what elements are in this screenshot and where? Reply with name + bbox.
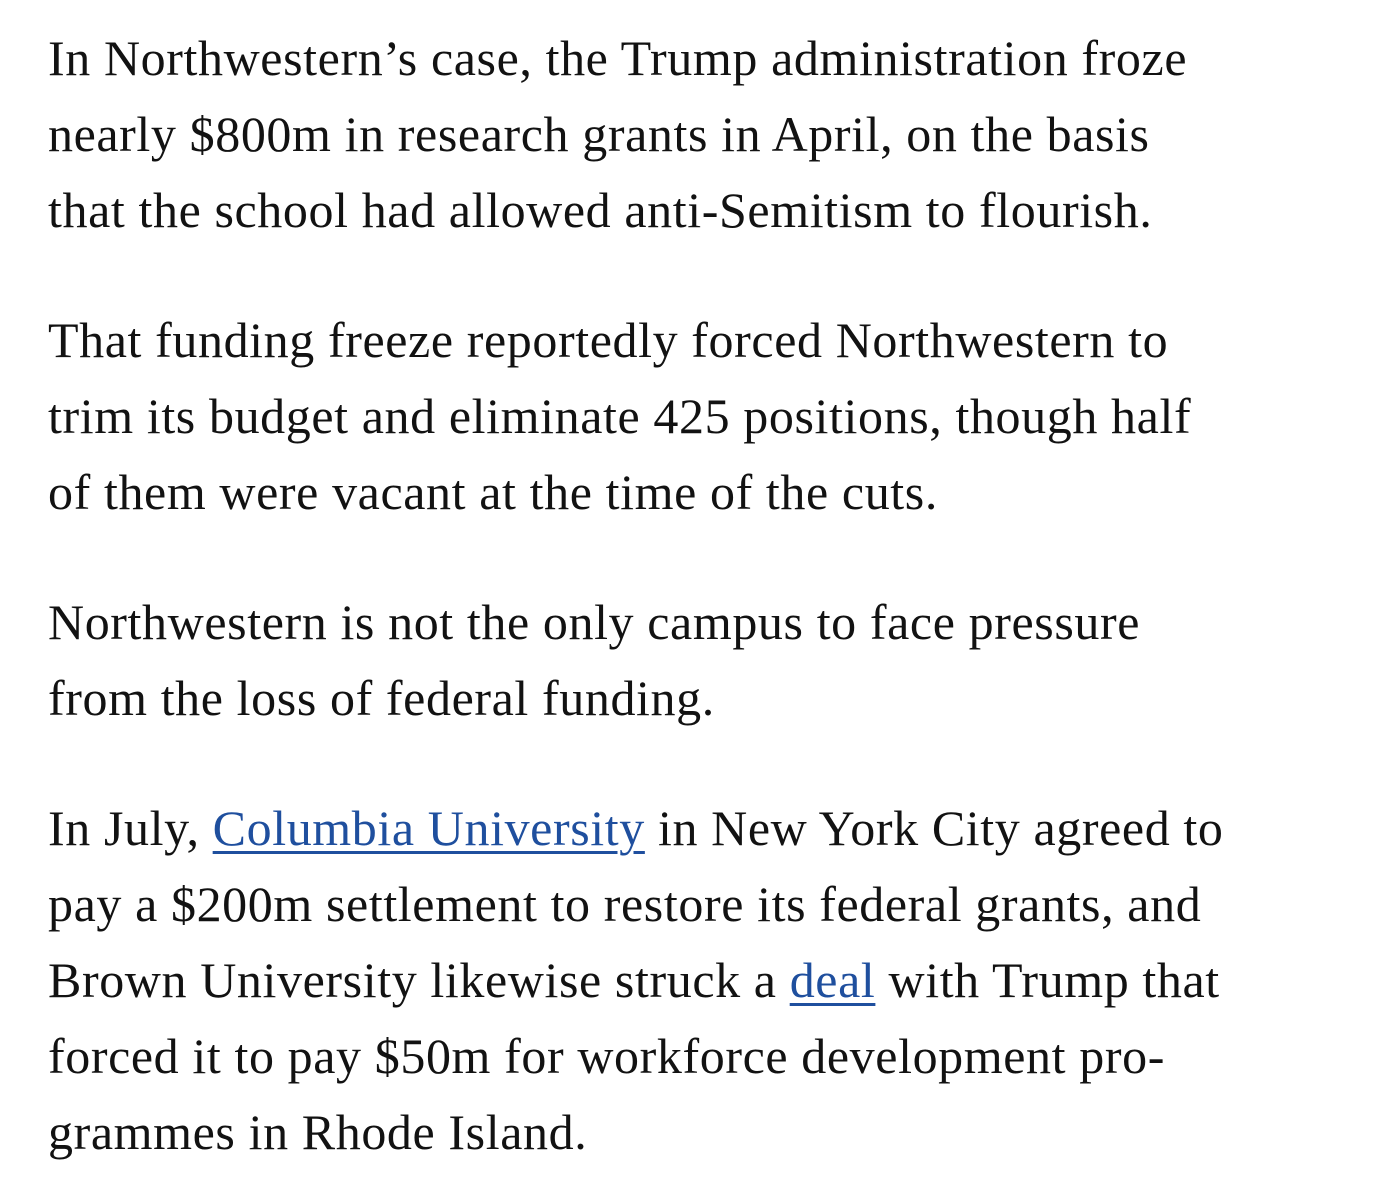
text-segment: with Trump that [875, 952, 1220, 1008]
text-line: Northwestern is not the only campus to f… [48, 594, 1141, 650]
columbia-university-link[interactable]: Columbia University [212, 800, 645, 856]
text-line: forced it to pay $50m for workforce deve… [48, 1028, 1165, 1084]
paragraph-other-campuses: Northwestern is not the only campus to f… [48, 584, 1397, 736]
text-line: In July, Columbia University in New York… [48, 790, 1397, 866]
paragraph-northwestern-freeze: In Northwestern’s case, the Trump admini… [48, 20, 1397, 248]
text-line: of them were vacant at the time of the c… [48, 464, 938, 520]
paragraph-budget-cuts: That funding freeze reportedly forced No… [48, 302, 1397, 530]
text-line: pay a $200m settlement to restore its fe… [48, 876, 1202, 932]
deal-link[interactable]: deal [789, 952, 876, 1008]
text-line: nearly $800m in research grants in April… [48, 106, 1150, 162]
text-segment: In July, [48, 800, 213, 856]
paragraph-settlements: In July, Columbia University in New York… [48, 790, 1397, 1170]
text-line: that the school had allowed anti-Semitis… [48, 182, 1153, 238]
text-line: Brown University likewise struck a deal … [48, 942, 1397, 1018]
text-line: from the loss of federal funding. [48, 670, 715, 726]
text-segment: Brown University likewise struck a [48, 952, 790, 1008]
text-line: trim its budget and eliminate 425 positi… [48, 388, 1192, 444]
text-line: That funding freeze reportedly forced No… [48, 312, 1169, 368]
text-segment: in New York City agreed to [644, 800, 1224, 856]
text-line: In Northwestern’s case, the Trump admini… [48, 30, 1188, 86]
article-body: In Northwestern’s case, the Trump admini… [48, 20, 1397, 1170]
text-line: grammes in Rhode Island. [48, 1104, 588, 1160]
